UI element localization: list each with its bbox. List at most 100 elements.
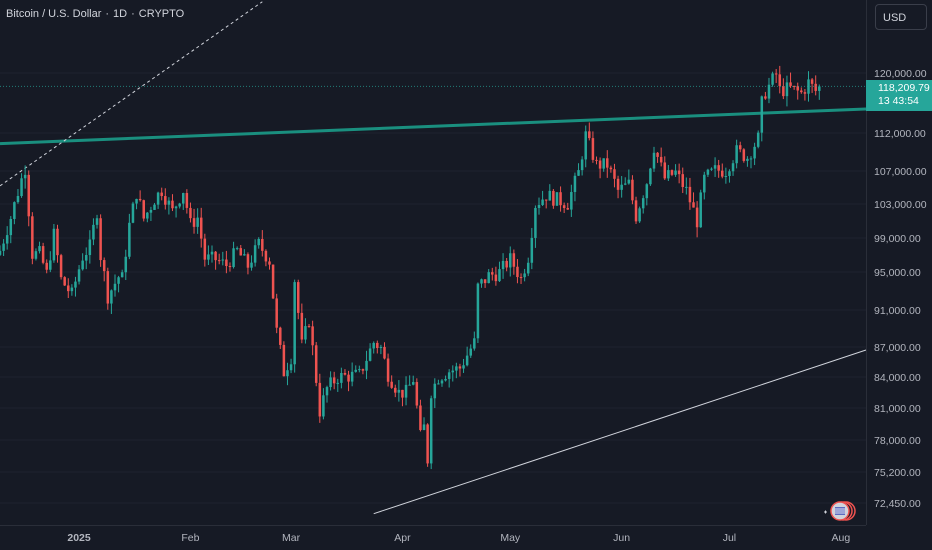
candle-up bbox=[74, 276, 77, 297]
candle-up bbox=[397, 380, 401, 402]
candle-down bbox=[512, 249, 516, 275]
trendline-horizontal-resistance[interactable] bbox=[0, 107, 867, 146]
candle-up bbox=[174, 205, 178, 218]
candle-down bbox=[311, 320, 314, 356]
candle-down bbox=[505, 257, 508, 272]
candle-up bbox=[88, 230, 92, 264]
last-price-value: 118,209.79 bbox=[878, 82, 930, 94]
time-axis-label: Feb bbox=[181, 532, 199, 544]
candle-up bbox=[336, 378, 340, 392]
candle-down bbox=[656, 152, 659, 163]
candle-down bbox=[264, 249, 268, 267]
candle-down bbox=[383, 342, 386, 360]
time-axis-label: May bbox=[500, 532, 521, 544]
candle-down bbox=[695, 201, 699, 238]
candle-down bbox=[559, 186, 562, 212]
price-axis-label: 78,000.00 bbox=[874, 435, 921, 447]
candle-down bbox=[483, 279, 487, 288]
candle-up bbox=[196, 208, 199, 234]
candle-up bbox=[462, 358, 465, 373]
candle-up bbox=[350, 362, 354, 387]
candle-down bbox=[225, 250, 228, 274]
time-axis-label: 2025 bbox=[67, 532, 91, 544]
candle-up bbox=[16, 189, 20, 204]
candle-up bbox=[746, 156, 749, 167]
candle-up bbox=[95, 214, 99, 229]
price-axis-label: 99,000.00 bbox=[874, 233, 921, 245]
tradingview-logo-icon[interactable] bbox=[822, 500, 858, 522]
candle-up bbox=[250, 255, 253, 271]
candle-up bbox=[455, 362, 458, 379]
candle-up bbox=[289, 358, 293, 374]
candle-up bbox=[498, 261, 501, 283]
candle-down bbox=[595, 156, 598, 165]
interval-label[interactable]: 1D bbox=[113, 8, 128, 20]
candle-up bbox=[699, 189, 702, 228]
candle-down bbox=[314, 342, 318, 387]
time-axis-label: Apr bbox=[394, 532, 411, 544]
candle-down bbox=[217, 253, 221, 265]
candle-down bbox=[458, 363, 462, 377]
currency-button[interactable]: USD bbox=[875, 4, 927, 30]
time-axis[interactable]: 2025 Feb Mar Apr May Jun Jul Aug bbox=[67, 532, 850, 544]
candle-up bbox=[501, 253, 505, 279]
candle-down bbox=[717, 159, 720, 178]
trendline-lower-channel[interactable] bbox=[373, 349, 867, 515]
candle-up bbox=[128, 213, 131, 260]
candle-down bbox=[343, 369, 347, 376]
candle-down bbox=[318, 373, 322, 423]
candle-up bbox=[411, 375, 415, 386]
candle-up bbox=[437, 379, 440, 385]
candle-down bbox=[203, 233, 207, 267]
candle-up bbox=[652, 146, 656, 172]
candle-up bbox=[537, 197, 541, 215]
candle-up bbox=[131, 201, 135, 224]
candle-down bbox=[588, 122, 591, 141]
trendline-upper-channel[interactable] bbox=[0, 1, 263, 187]
candle-down bbox=[415, 378, 419, 409]
candle-up bbox=[584, 125, 587, 168]
price-axis-label: 112,000.00 bbox=[874, 128, 926, 140]
candle-up bbox=[52, 223, 56, 263]
candle-up bbox=[703, 171, 706, 200]
candle-down bbox=[789, 72, 792, 88]
candle-down bbox=[810, 77, 814, 93]
candle-up bbox=[358, 365, 361, 373]
candle-down bbox=[41, 242, 45, 265]
price-axis[interactable]: 120,000.00 112,000.00 107,000.00 103,000.00… bbox=[874, 68, 927, 510]
candle-down bbox=[774, 69, 778, 83]
candle-down bbox=[45, 259, 48, 274]
candle-up bbox=[731, 160, 735, 176]
candle-up bbox=[728, 169, 731, 183]
candle-up bbox=[753, 142, 756, 166]
candle-up bbox=[667, 164, 670, 182]
candle-up bbox=[207, 245, 210, 266]
candle-down bbox=[268, 257, 271, 270]
candle-down bbox=[185, 189, 189, 214]
candle-up bbox=[34, 248, 38, 261]
candle-up bbox=[124, 249, 128, 281]
trendline-layer[interactable] bbox=[0, 1, 867, 515]
candle-up bbox=[0, 245, 2, 257]
candle-up bbox=[548, 184, 552, 201]
candle-up bbox=[620, 176, 623, 198]
candle-down bbox=[296, 279, 300, 320]
candle-up bbox=[372, 341, 375, 354]
candle-up bbox=[627, 169, 631, 185]
candle-down bbox=[778, 65, 782, 94]
candle-up bbox=[771, 71, 774, 87]
candle-up bbox=[210, 245, 214, 263]
candle-down bbox=[31, 212, 34, 265]
price-axis-label: 103,000.00 bbox=[874, 199, 927, 211]
candle-up bbox=[92, 218, 95, 246]
candle-down bbox=[386, 353, 390, 387]
candle-up bbox=[325, 385, 329, 403]
candle-down bbox=[544, 199, 548, 209]
candle-down bbox=[138, 190, 142, 202]
candle-up bbox=[469, 344, 472, 358]
candle-up bbox=[153, 202, 156, 210]
candle-down bbox=[609, 165, 613, 173]
candle-down bbox=[516, 259, 519, 284]
title-separator: · bbox=[131, 8, 135, 20]
